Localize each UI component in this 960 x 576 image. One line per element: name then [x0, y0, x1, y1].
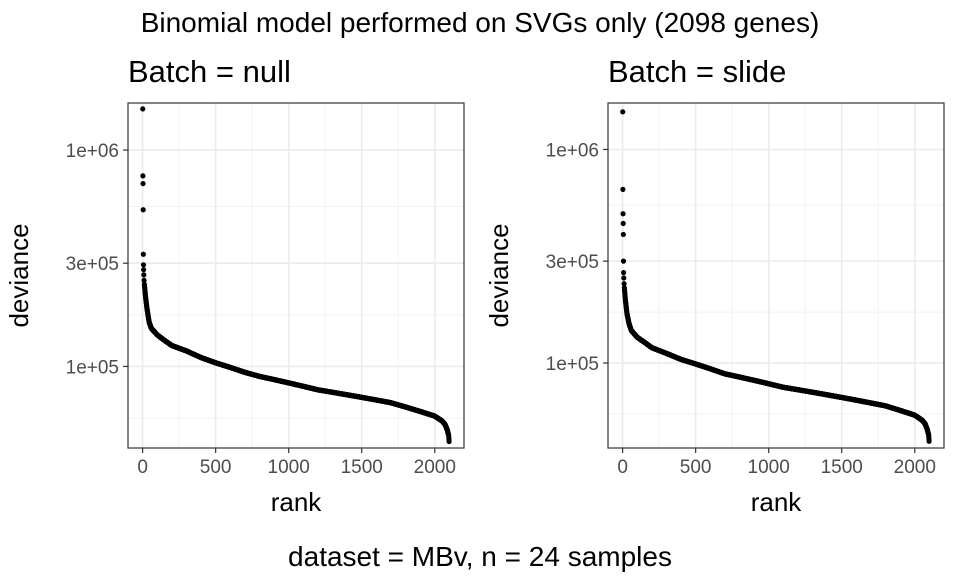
data-point [620, 258, 627, 264]
data-point [926, 438, 932, 444]
data-point [621, 270, 627, 276]
figure-title: Binomial model performed on SVGs only (2… [141, 7, 820, 38]
data-point [620, 231, 626, 238]
plot-background [128, 103, 464, 448]
data-points [140, 106, 452, 445]
data-point [621, 275, 627, 281]
x-tick-label: 1000 [268, 457, 310, 478]
data-point [620, 220, 626, 227]
y-tick-label: 1e+06 [546, 140, 599, 161]
panel-title: Batch = slide [608, 54, 786, 89]
figure-caption: dataset = MBv, n = 24 samples [288, 541, 672, 572]
data-point [620, 211, 626, 217]
plot-border [127, 102, 465, 449]
data-point [621, 281, 627, 287]
y-tick-label: 3e+05 [66, 254, 119, 275]
data-point [140, 207, 146, 213]
panel-title: Batch = null [128, 54, 291, 89]
x-tick-label: 1500 [341, 457, 383, 478]
y-axis-title: deviance [4, 223, 34, 327]
x-tick-label: 0 [137, 457, 148, 478]
data-point [140, 251, 146, 257]
data-points [620, 109, 932, 444]
x-tick-label: 1500 [821, 457, 863, 478]
plot-background [608, 103, 944, 448]
data-point [140, 180, 146, 187]
y-tick-label: 1e+05 [546, 354, 599, 375]
data-point [620, 109, 626, 115]
data-point [141, 267, 147, 273]
data-point [141, 277, 147, 283]
x-axis-title: rank [751, 487, 803, 517]
data-point [620, 186, 626, 192]
data-point [140, 106, 146, 112]
x-axis-title: rank [271, 487, 323, 517]
y-axis-title: deviance [484, 223, 514, 327]
x-tick-label: 0 [617, 457, 628, 478]
data-point [141, 272, 147, 278]
y-tick-label: 1e+06 [66, 141, 119, 162]
y-tick-label: 1e+05 [66, 357, 119, 378]
x-tick-label: 2000 [414, 457, 456, 478]
data-point [140, 173, 146, 179]
panel-batch-null: 0 500 1000 1500 2000 1e+05 3e+05 1e+06 Batch = n… [4, 54, 465, 517]
x-tick-label: 500 [200, 457, 232, 478]
x-tick-label: 1000 [748, 457, 790, 478]
y-tick-label: 3e+05 [546, 252, 599, 273]
data-point [140, 262, 147, 268]
x-tick-label: 2000 [894, 457, 936, 478]
data-point [446, 438, 452, 445]
x-tick-label: 500 [680, 457, 712, 478]
panel-batch-slide: 0 500 1000 1500 2000 1e+05 3e+05 1e+06 Batch = s… [484, 54, 945, 517]
